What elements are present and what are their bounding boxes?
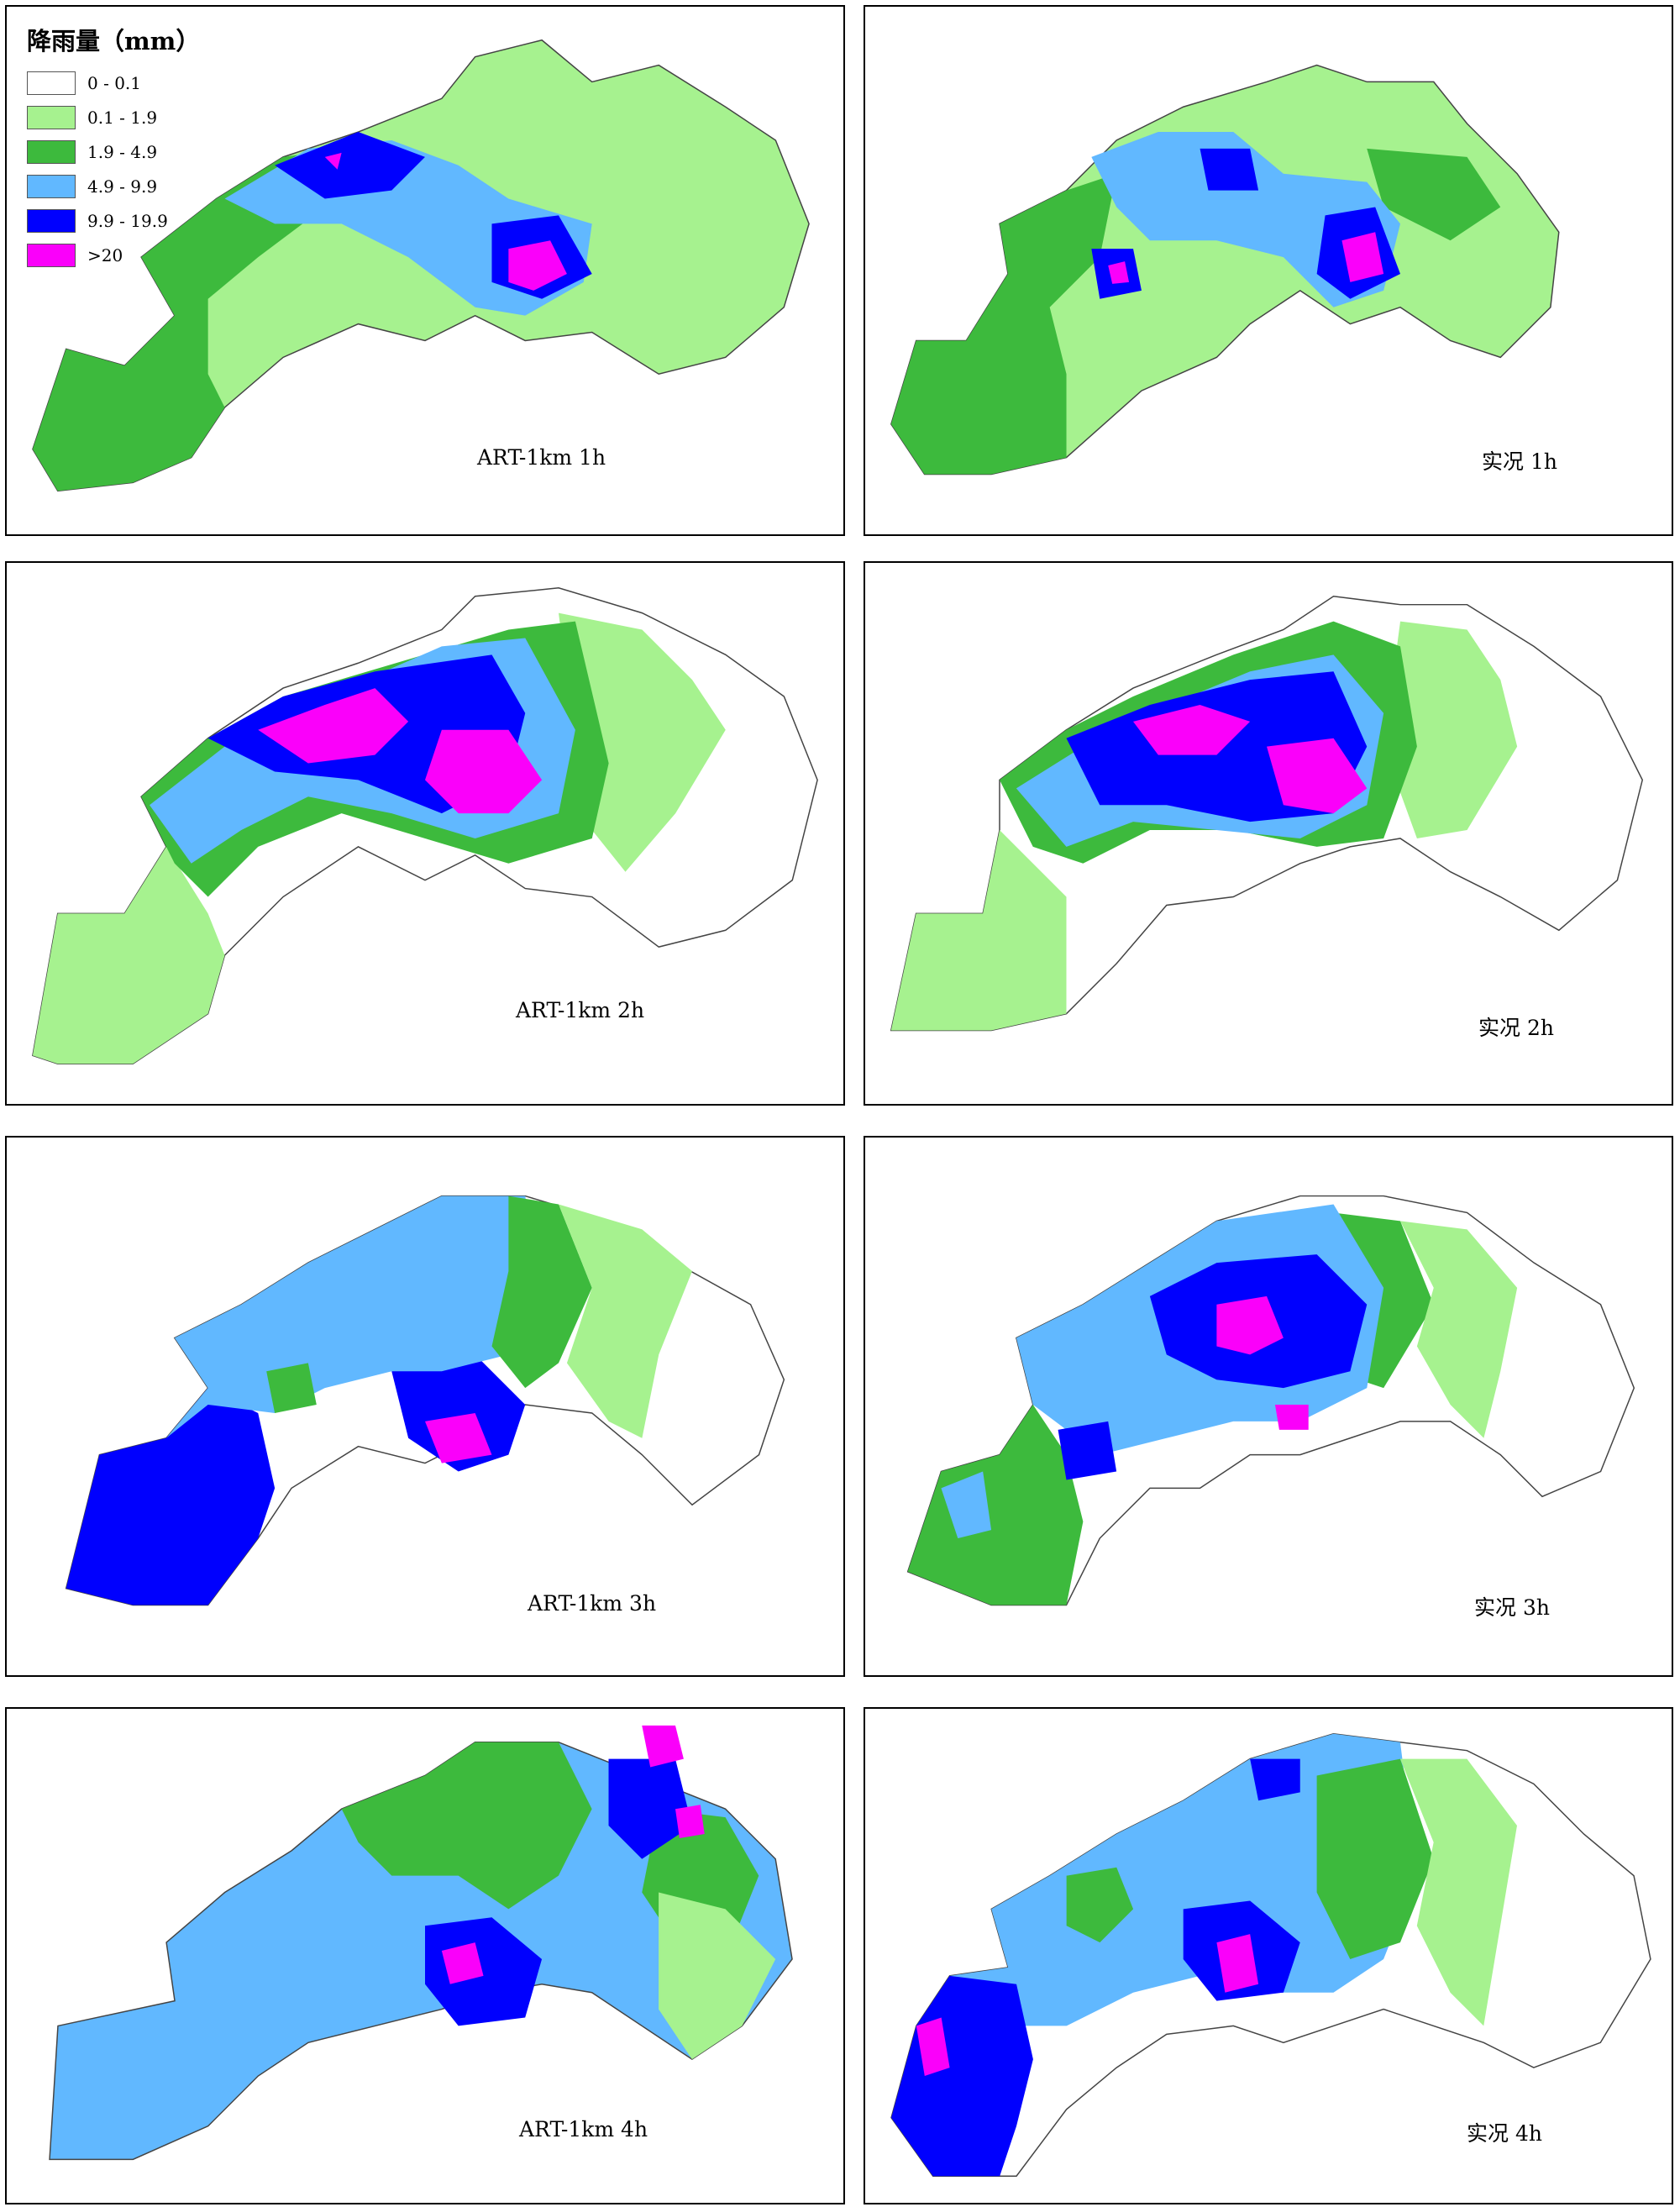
zone-extreme (1108, 232, 1384, 284)
rainfall-map (32, 587, 818, 1065)
zone-moderate (32, 148, 342, 491)
zone-light (1399, 1758, 1517, 2026)
legend-title: 降雨量（mm） (27, 27, 201, 55)
zone-light (890, 621, 1518, 1031)
map-panel-art-2h: ART-1km 2h (5, 561, 845, 1106)
zone-extreme (441, 1725, 705, 1984)
zone-moderate (890, 148, 1501, 475)
zone-extreme (1133, 704, 1368, 814)
legend-swatch (27, 71, 76, 95)
panel-caption: ART-1km 4h (519, 2117, 648, 2141)
zone-moderate (266, 1195, 592, 1413)
zone-extreme (1216, 1295, 1309, 1430)
map-panel-obs-1h: 实况 1h (864, 5, 1673, 536)
zone-light (1400, 1221, 1518, 1438)
map-panel-obs-2h: 实况 2h (864, 561, 1673, 1106)
zone-very-heavy (891, 1758, 1300, 2177)
panel-caption: 实况 4h (1467, 2121, 1542, 2146)
zone-heavy (949, 1733, 1417, 2026)
panel-caption: 实况 1h (1482, 449, 1557, 474)
panel-caption: ART-1km 3h (528, 1591, 657, 1616)
legend-swatch (27, 105, 76, 129)
zone-very-heavy (66, 1354, 526, 1605)
map-panel-obs-3h: 实况 3h (864, 1136, 1673, 1677)
panel-caption: 实况 3h (1474, 1595, 1550, 1620)
zone-extreme (916, 1934, 1259, 2077)
legend-label: >20 (87, 244, 123, 265)
zone-heavy (165, 1195, 543, 1438)
rainfall-map (49, 1725, 793, 2161)
zone-very-heavy (1058, 1254, 1368, 1480)
zone-extreme (425, 1412, 492, 1463)
legend-item: 0 - 0.1 (27, 66, 200, 100)
region-outline (49, 1741, 793, 2161)
legend-label: 1.9 - 4.9 (87, 141, 158, 162)
legend-swatch (27, 139, 76, 164)
map-panel-art-3h: ART-1km 3h (5, 1136, 845, 1677)
zone-very-heavy (425, 1758, 692, 2026)
rainfall-map (906, 1195, 1635, 1606)
legend-item: 4.9 - 9.9 (27, 169, 200, 203)
map-panel-obs-4h: 实况 4h (864, 1707, 1673, 2204)
legend-label: 4.9 - 9.9 (87, 176, 158, 197)
zone-very-heavy (1091, 148, 1400, 299)
zone-moderate (341, 1742, 759, 1959)
legend-item: >20 (27, 238, 200, 272)
zone-extreme (258, 688, 543, 814)
zone-extreme (324, 152, 567, 291)
legend-label: 0.1 - 1.9 (87, 107, 158, 128)
legend-item: 1.9 - 4.9 (27, 134, 200, 169)
rainfall-map (65, 1195, 785, 1606)
map-panel-art-1h: 降雨量（mm） 0 - 0.1 0.1 - 1.9 1.9 - 4.9 4.9 … (5, 5, 845, 536)
legend-label: 9.9 - 19.9 (87, 210, 168, 231)
panel-caption: ART-1km 2h (516, 998, 645, 1022)
rainfall-map (890, 64, 1560, 476)
legend-swatch (27, 243, 76, 267)
legend-label: 0 - 0.1 (87, 72, 142, 93)
map-panel-art-4h: ART-1km 4h (5, 1707, 845, 2204)
zone-light (32, 612, 726, 1064)
rainfall-map (890, 1733, 1651, 2177)
legend-swatch (27, 208, 76, 233)
panel-caption: ART-1km 1h (477, 445, 606, 470)
zone-moderate (907, 1212, 1434, 1605)
panel-caption: 实况 2h (1478, 1016, 1554, 1040)
zone-moderate (1066, 1758, 1434, 1959)
legend-swatch (27, 174, 76, 198)
rainfall-map (890, 595, 1644, 1032)
rainfall-map (32, 39, 810, 492)
zone-light (559, 1204, 693, 1438)
legend: 降雨量（mm） 0 - 0.1 0.1 - 1.9 1.9 - 4.9 4.9 … (27, 22, 200, 272)
legend-item: 9.9 - 19.9 (27, 203, 200, 238)
legend-item: 0.1 - 1.9 (27, 100, 200, 134)
